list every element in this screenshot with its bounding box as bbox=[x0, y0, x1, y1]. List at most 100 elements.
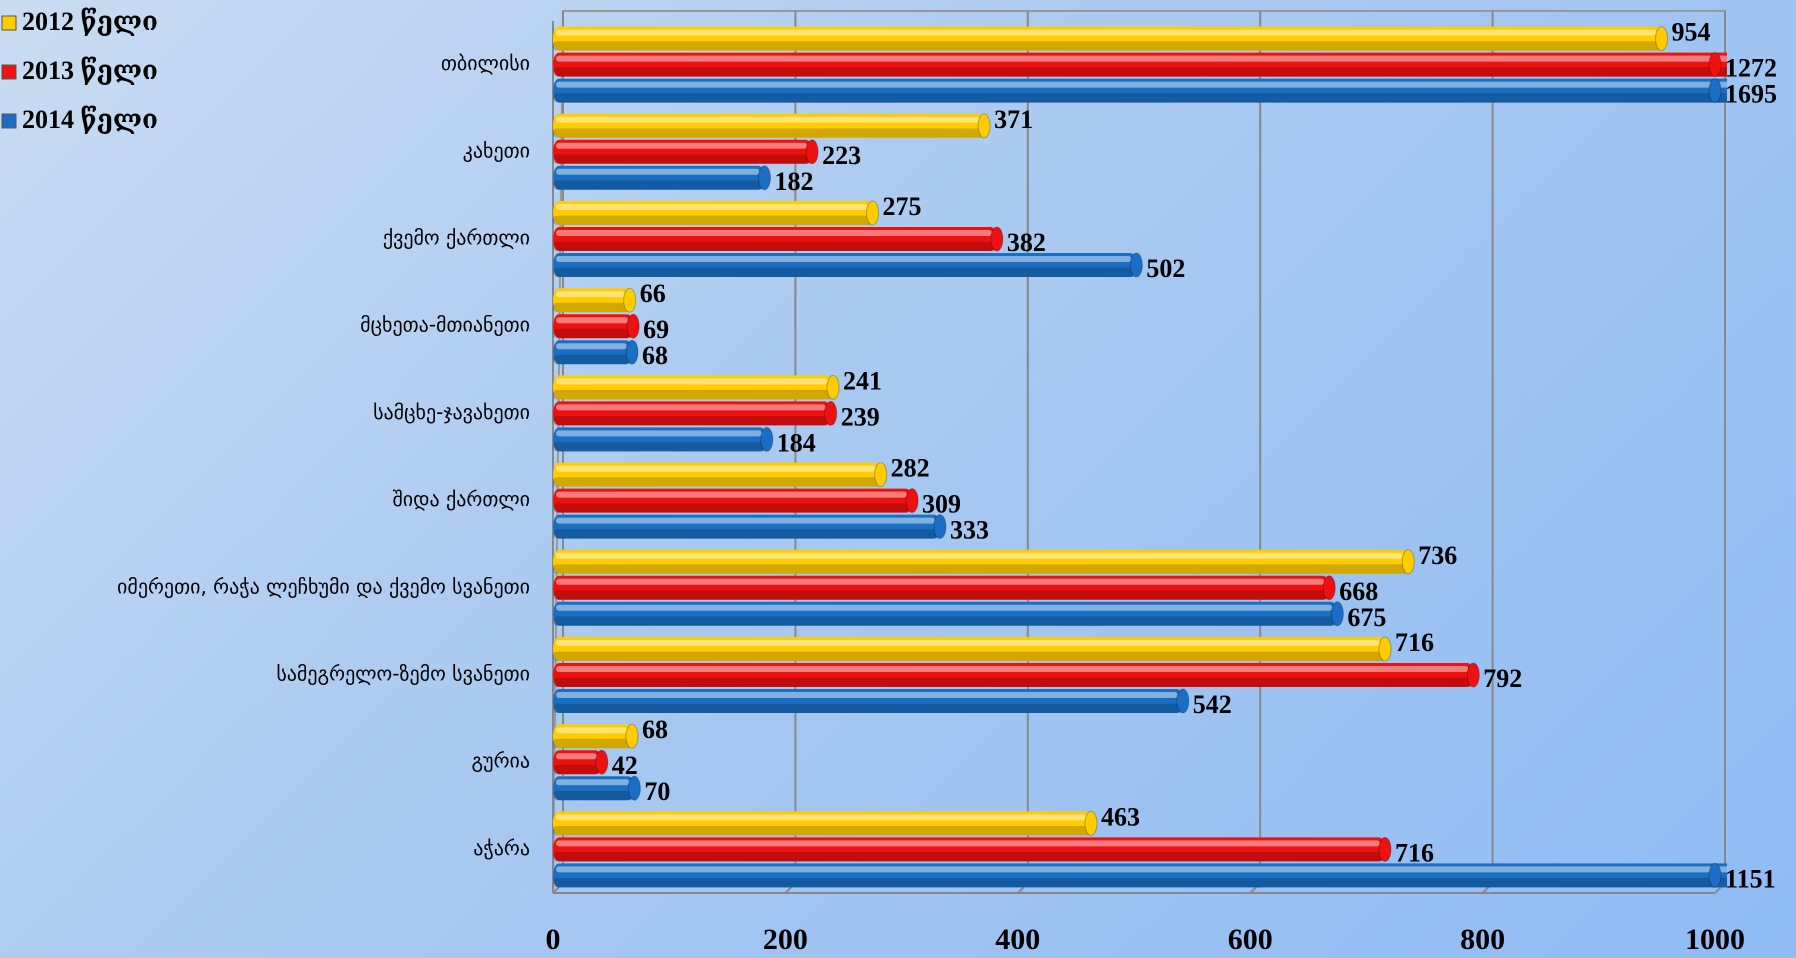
bar-highlight bbox=[556, 256, 1132, 262]
bar-highlight bbox=[556, 753, 597, 760]
bar-shade bbox=[553, 651, 1385, 661]
bar bbox=[553, 688, 1190, 714]
bar-shade bbox=[553, 738, 633, 749]
bar-cap bbox=[595, 749, 609, 775]
bar-body bbox=[553, 165, 765, 190]
bar-cap bbox=[1129, 252, 1143, 278]
y-tick-label: კახეთი bbox=[463, 138, 530, 162]
bar-highlight bbox=[556, 491, 908, 498]
bar bbox=[553, 462, 888, 488]
data-label: 716 bbox=[1395, 628, 1434, 657]
bar-highlight bbox=[556, 840, 1380, 847]
bar bbox=[553, 287, 637, 313]
legend-label: 2013 წელი bbox=[22, 56, 158, 85]
bar bbox=[553, 514, 947, 540]
bar-body bbox=[553, 253, 1137, 277]
bar-body bbox=[553, 26, 1662, 51]
bar bbox=[553, 775, 641, 801]
bar-body bbox=[553, 375, 834, 400]
bar-cap bbox=[625, 339, 639, 365]
bar-body bbox=[553, 663, 1474, 687]
bar-highlight bbox=[556, 866, 1727, 873]
bar-body bbox=[553, 201, 873, 225]
data-label: 66 bbox=[640, 279, 666, 308]
legend-label: 2014 წელი bbox=[22, 105, 158, 134]
data-label: 223 bbox=[822, 141, 861, 170]
bar-cap bbox=[1655, 26, 1669, 52]
data-label: 68 bbox=[642, 715, 668, 744]
bar-shade bbox=[553, 790, 635, 801]
bar-body bbox=[553, 340, 633, 365]
bar bbox=[553, 723, 639, 749]
data-label: 42 bbox=[612, 751, 638, 780]
bar-highlight bbox=[556, 692, 1178, 698]
bar-cap bbox=[977, 113, 991, 139]
bar-body bbox=[553, 514, 940, 539]
bar-highlight bbox=[556, 404, 826, 411]
bar-shade bbox=[553, 180, 765, 190]
bar-body bbox=[553, 139, 813, 164]
bar bbox=[553, 575, 1336, 601]
bar-highlight bbox=[556, 317, 629, 324]
y-tick-label: ქვემო ქართლი bbox=[383, 226, 530, 250]
bar bbox=[553, 113, 991, 139]
legend-swatch bbox=[1, 15, 17, 31]
bar-body bbox=[553, 462, 881, 487]
bar-highlight bbox=[556, 55, 1727, 62]
data-label: 954 bbox=[1672, 18, 1711, 47]
bar-shade bbox=[553, 154, 813, 164]
bar-shade bbox=[553, 564, 1409, 574]
bar-highlight bbox=[556, 230, 992, 236]
data-label: 69 bbox=[643, 315, 669, 344]
bar-highlight bbox=[556, 779, 630, 786]
bar-shade bbox=[553, 764, 602, 775]
data-label: 371 bbox=[994, 105, 1033, 134]
bar-cap bbox=[824, 400, 838, 426]
data-label: 463 bbox=[1101, 802, 1140, 831]
data-label: 675 bbox=[1347, 603, 1386, 632]
bar-cap bbox=[1330, 601, 1344, 627]
bar-highlight bbox=[556, 378, 829, 385]
bar-body bbox=[553, 750, 602, 775]
bar-cap bbox=[933, 514, 947, 540]
bar-highlight bbox=[556, 116, 980, 123]
x-tick-label: 400 bbox=[995, 923, 1040, 956]
bar-body bbox=[553, 401, 831, 426]
bar bbox=[553, 252, 1143, 278]
bar-cap bbox=[826, 374, 840, 400]
bar bbox=[553, 78, 1727, 104]
bar bbox=[553, 165, 771, 191]
bar bbox=[553, 636, 1392, 662]
bar bbox=[553, 52, 1727, 78]
data-label: 182 bbox=[774, 167, 813, 196]
bar-cap bbox=[623, 287, 637, 313]
bar-body bbox=[553, 549, 1409, 574]
data-label: 1272 bbox=[1725, 54, 1777, 83]
data-label: 1695 bbox=[1725, 80, 1777, 109]
bar-shade bbox=[553, 128, 985, 138]
y-tick-label: მცხეთა-მთიანეთი bbox=[360, 313, 530, 337]
bar-cap bbox=[1378, 636, 1392, 662]
data-label: 502 bbox=[1146, 254, 1185, 283]
bar-cap bbox=[1466, 662, 1480, 688]
legend-swatch bbox=[1, 64, 17, 80]
bar bbox=[553, 810, 1098, 836]
bar-cap bbox=[1708, 78, 1722, 104]
data-label: 792 bbox=[1483, 664, 1522, 693]
bar-body bbox=[553, 288, 630, 313]
bar-body bbox=[553, 637, 1385, 661]
x-tick-label: 1000 bbox=[1685, 923, 1745, 956]
bar bbox=[553, 601, 1344, 627]
bar-shade bbox=[553, 328, 634, 339]
bar-shade bbox=[553, 477, 881, 487]
bar-body bbox=[553, 427, 767, 452]
bar-shade bbox=[553, 852, 1385, 862]
bar-highlight bbox=[556, 517, 935, 524]
bar-highlight bbox=[556, 142, 808, 149]
y-tick-label: შიდა ქართლი bbox=[392, 487, 530, 511]
bar-shade bbox=[553, 826, 1092, 836]
bar-highlight bbox=[556, 291, 625, 298]
bar-body bbox=[553, 227, 997, 251]
bar bbox=[553, 862, 1727, 888]
